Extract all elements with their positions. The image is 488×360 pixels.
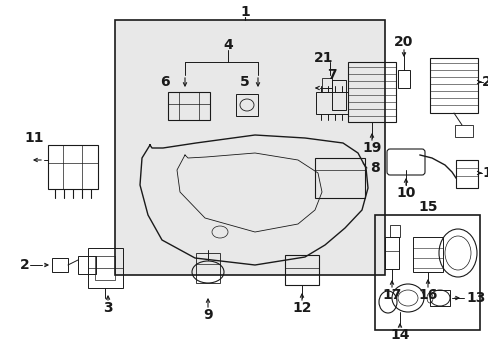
- Bar: [389, 225, 399, 237]
- Text: 9: 9: [203, 308, 212, 322]
- Bar: [397, 70, 409, 88]
- Text: 10: 10: [395, 186, 415, 200]
- Text: 1: 1: [240, 5, 249, 19]
- Bar: [429, 290, 449, 306]
- Bar: [412, 237, 442, 272]
- Text: 6: 6: [160, 75, 169, 89]
- Bar: [315, 92, 347, 114]
- Bar: [384, 237, 398, 269]
- Text: 12: 12: [292, 301, 311, 315]
- Text: 2: 2: [20, 258, 30, 272]
- Bar: [429, 58, 477, 113]
- Text: 20: 20: [393, 35, 413, 49]
- Text: 22: 22: [481, 75, 488, 89]
- Bar: [454, 125, 472, 137]
- Text: 14: 14: [389, 328, 409, 342]
- Text: 13: 13: [465, 291, 485, 305]
- Text: 8: 8: [369, 161, 379, 175]
- Text: 7: 7: [326, 68, 336, 82]
- Text: 16: 16: [417, 288, 437, 302]
- Bar: [196, 253, 220, 283]
- Bar: [455, 160, 477, 188]
- Text: 18: 18: [481, 166, 488, 180]
- Text: 15: 15: [417, 200, 437, 214]
- Bar: [168, 92, 209, 120]
- Text: 17: 17: [382, 288, 401, 302]
- Bar: [314, 158, 364, 198]
- Text: 21: 21: [314, 51, 333, 65]
- Bar: [347, 62, 395, 122]
- Bar: [115, 20, 384, 275]
- Bar: [95, 256, 115, 280]
- Text: 3: 3: [103, 301, 113, 315]
- Text: 5: 5: [240, 75, 249, 89]
- Bar: [321, 78, 331, 92]
- Bar: [331, 80, 346, 110]
- Bar: [236, 94, 258, 116]
- Bar: [52, 258, 68, 272]
- Text: 11: 11: [24, 131, 44, 145]
- Bar: [48, 145, 98, 189]
- Bar: [374, 215, 479, 330]
- Text: 19: 19: [362, 141, 381, 155]
- Bar: [88, 248, 123, 288]
- Bar: [285, 255, 318, 285]
- Bar: [78, 256, 96, 274]
- Text: 4: 4: [223, 38, 232, 52]
